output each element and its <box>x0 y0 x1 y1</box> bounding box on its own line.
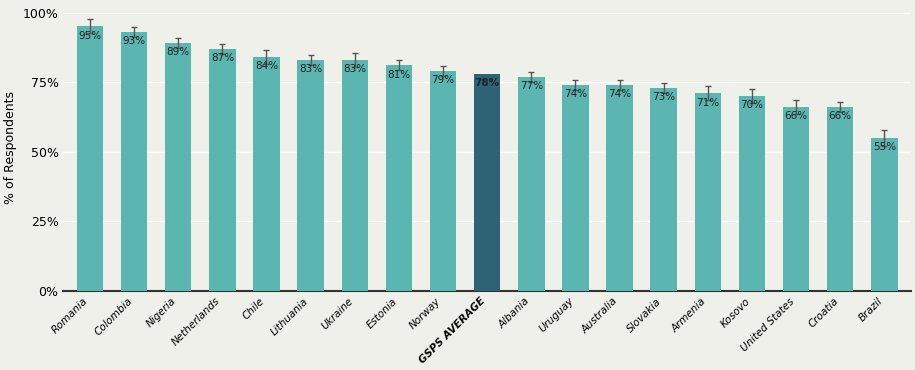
Text: 73%: 73% <box>652 92 675 102</box>
Bar <box>165 43 191 291</box>
Bar <box>651 88 677 291</box>
Text: 81%: 81% <box>387 70 411 80</box>
Bar <box>783 107 810 291</box>
Bar <box>738 96 765 291</box>
Text: 89%: 89% <box>167 47 189 57</box>
Bar <box>430 71 457 291</box>
Text: 79%: 79% <box>432 75 455 85</box>
Bar <box>297 60 324 291</box>
Text: 70%: 70% <box>740 100 763 110</box>
Text: 74%: 74% <box>608 89 631 99</box>
Text: 83%: 83% <box>299 64 322 74</box>
Bar <box>77 27 103 291</box>
Y-axis label: % of Respondents: % of Respondents <box>5 91 17 204</box>
Text: 95%: 95% <box>79 31 102 41</box>
Bar <box>121 32 147 291</box>
Text: 83%: 83% <box>343 64 366 74</box>
Text: 66%: 66% <box>829 111 852 121</box>
Text: 84%: 84% <box>255 61 278 71</box>
Bar <box>694 93 721 291</box>
Bar <box>474 74 501 291</box>
Text: 74%: 74% <box>564 89 587 99</box>
Bar <box>607 85 633 291</box>
Text: 93%: 93% <box>123 36 145 46</box>
Text: 87%: 87% <box>210 53 234 63</box>
Bar <box>385 65 412 291</box>
Text: 78%: 78% <box>475 78 500 88</box>
Bar <box>341 60 368 291</box>
Bar <box>562 85 588 291</box>
Text: 66%: 66% <box>784 111 808 121</box>
Text: 55%: 55% <box>873 142 896 152</box>
Bar <box>253 57 280 291</box>
Bar <box>871 138 898 291</box>
Bar <box>518 77 544 291</box>
Text: 77%: 77% <box>520 81 543 91</box>
Bar <box>210 49 235 291</box>
Text: 71%: 71% <box>696 98 719 108</box>
Bar <box>827 107 854 291</box>
